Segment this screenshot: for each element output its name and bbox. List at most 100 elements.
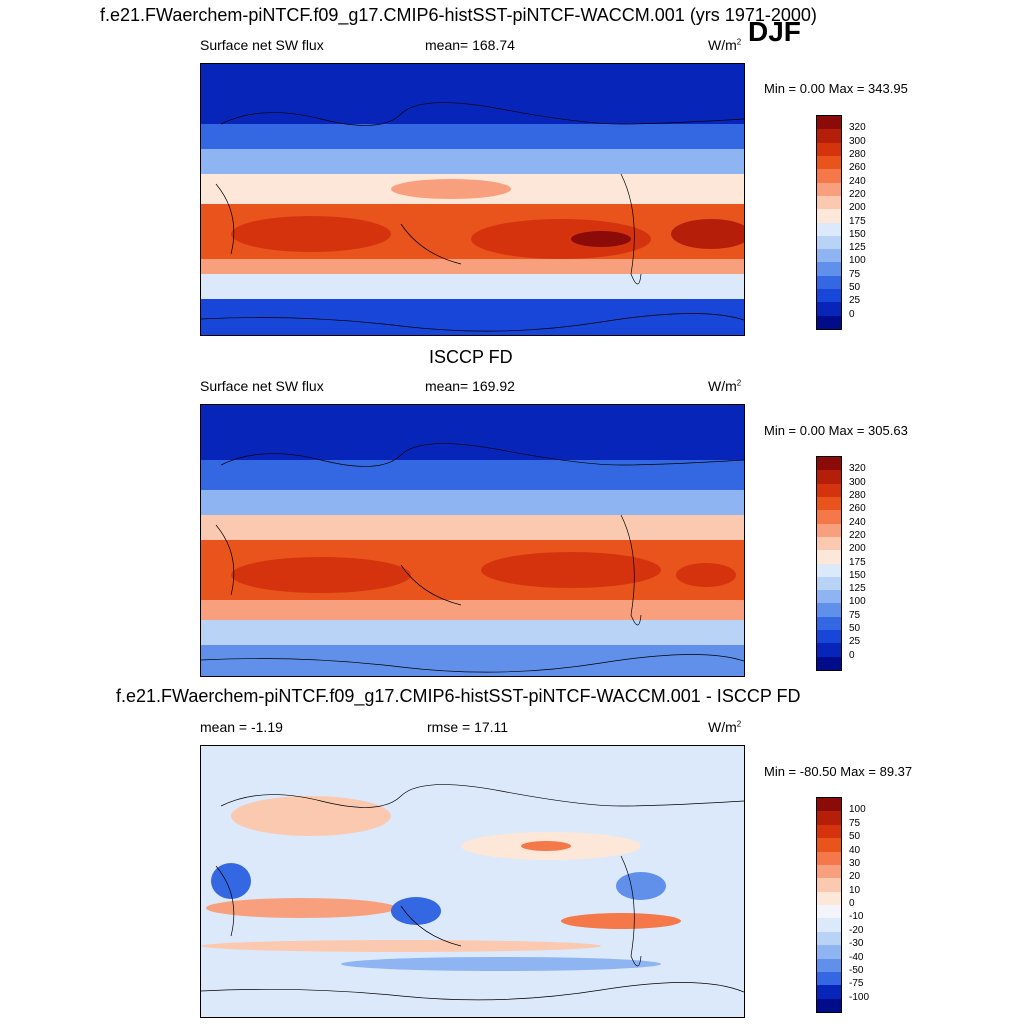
positive-core-pacific — [521, 841, 571, 851]
colorbar-segment — [817, 182, 841, 196]
colorbar-segment — [817, 603, 841, 617]
colorbar-segment — [817, 249, 841, 263]
panel-3-minmax: Min = -80.50 Max = 89.37 — [764, 764, 913, 779]
colorbar-tick-label: 150 — [849, 569, 866, 581]
max-region-pacific — [471, 219, 651, 259]
colorbar-tick-label: 100 — [849, 596, 866, 608]
colorbar-tick-label: 100 — [849, 804, 866, 816]
colorbar-tick-label: 125 — [849, 583, 866, 595]
colorbar-tick-label: 200 — [849, 543, 866, 555]
coastline-north — [220, 102, 744, 126]
colorbar-tick-label: 50 — [849, 623, 861, 635]
colorbar-segment — [817, 222, 841, 236]
panel-3-mean-label: mean = -1.19 — [200, 719, 283, 735]
colorbar-tick-label: -10 — [849, 911, 864, 923]
coastline-antarctica — [201, 313, 744, 332]
coastline-south — [215, 173, 642, 285]
positive-region-eurasia — [231, 796, 391, 836]
panel-1-heading: f.e21.FWaerchem-piNTCF.f09_g17.CMIP6-his… — [100, 5, 817, 25]
colorbar-segment — [817, 998, 841, 1012]
colorbar-segment — [817, 958, 841, 972]
panel-1-map — [200, 63, 745, 336]
colorbar-segment — [817, 905, 841, 919]
colorbar-segment — [817, 838, 841, 852]
colorbar-segment — [817, 616, 841, 631]
colorbar-tick-label: 220 — [849, 188, 866, 200]
panel-2-minmax: Min = 0.00 Max = 305.63 — [764, 423, 908, 438]
season-label: DJF — [748, 16, 801, 47]
colorbar-segment — [817, 195, 841, 210]
colorbar-tick-label: 280 — [849, 148, 866, 160]
band-south-midlat — [201, 600, 744, 620]
panel-2-mean-label: mean= 169.92 — [425, 378, 515, 394]
colorbar-tick-label: 320 — [849, 122, 866, 134]
colorbar-tick-label: 50 — [849, 831, 861, 843]
positive-band-atlantic — [561, 913, 681, 929]
negative-region-australia — [391, 897, 441, 925]
colorbar-tick-label: 75 — [849, 268, 861, 280]
panel-1-minmax: Min = 0.00 Max = 343.95 — [764, 81, 908, 96]
colorbar-segment — [817, 536, 841, 551]
colorbar-tick-label: -20 — [849, 924, 864, 936]
colorbar-tick-label: 280 — [849, 489, 866, 501]
coastline-south — [215, 514, 642, 626]
band-north-subtropic — [201, 149, 744, 174]
colorbar-segment — [817, 302, 841, 316]
panel-2-variable-label: Surface net SW flux — [200, 378, 324, 394]
panel-1-variable-label: Surface net SW flux — [200, 37, 324, 53]
positive-band-indian — [206, 898, 396, 918]
colorbar-segment — [817, 864, 841, 879]
coastline-north — [220, 443, 744, 467]
colorbar-tick-label: 240 — [849, 175, 866, 187]
colorbar-segment — [817, 811, 841, 825]
colorbar-tick-label: 220 — [849, 529, 866, 541]
colorbar-segment — [817, 129, 841, 143]
panel-1-units-label: W/m2 — [708, 37, 742, 53]
colorbar-segment — [817, 590, 841, 604]
tropic-anomaly — [391, 179, 511, 199]
colorbar-tick-label: -40 — [849, 951, 864, 963]
colorbar-segment — [817, 971, 841, 986]
coastline-antarctica — [201, 982, 744, 1001]
colorbar-tick-label: 260 — [849, 503, 866, 515]
colorbar-segment — [817, 275, 841, 290]
colorbar-tick-label: 260 — [849, 162, 866, 174]
colorbar-segment — [817, 985, 841, 999]
max-core-pacific — [571, 231, 631, 247]
colorbar-segment — [817, 523, 841, 537]
colorbar-tick-label: -100 — [849, 991, 870, 1003]
colorbar-segment — [817, 891, 841, 905]
colorbar-segment — [817, 262, 841, 276]
colorbar-tick-label: 25 — [849, 636, 861, 648]
panel-3-map-svg — [201, 746, 744, 1017]
colorbar-segment — [817, 550, 841, 564]
colorbar-segment — [817, 457, 841, 471]
colorbar-tick-label: 25 — [849, 295, 861, 307]
max-region-indian — [231, 557, 411, 593]
colorbar-tick-label: 200 — [849, 202, 866, 214]
band-tropics — [201, 515, 744, 540]
colorbar-segment — [817, 945, 841, 959]
colorbar-segment — [817, 155, 841, 170]
panel-3-heading: f.e21.FWaerchem-piNTCF.f09_g17.CMIP6-his… — [116, 686, 801, 706]
colorbar-segment — [817, 931, 841, 946]
colorbar-tick-label: 50 — [849, 282, 861, 294]
colorbar-tick-label: 75 — [849, 817, 861, 829]
colorbar-tick-label: 150 — [849, 228, 866, 240]
max-region-atlantic — [676, 563, 736, 587]
colorbar-tick-label: 320 — [849, 463, 866, 475]
band-antarctic — [201, 645, 744, 676]
colorbar-segment — [817, 576, 841, 591]
colorbar-tick-label: 0 — [849, 649, 855, 661]
panel-2-heading: ISCCP FD — [429, 347, 513, 367]
colorbar-tick-label: 75 — [849, 609, 861, 621]
panel-2-colorbar — [816, 456, 842, 671]
colorbar-segment — [817, 142, 841, 156]
colorbar-tick-label: -30 — [849, 938, 864, 950]
panel-2-map — [200, 404, 745, 677]
colorbar-tick-label: 0 — [849, 898, 855, 909]
max-region-indian — [231, 216, 391, 252]
band-north-subtropic — [201, 490, 744, 515]
colorbar-segment — [817, 878, 841, 892]
negative-region-samerica — [616, 872, 666, 900]
